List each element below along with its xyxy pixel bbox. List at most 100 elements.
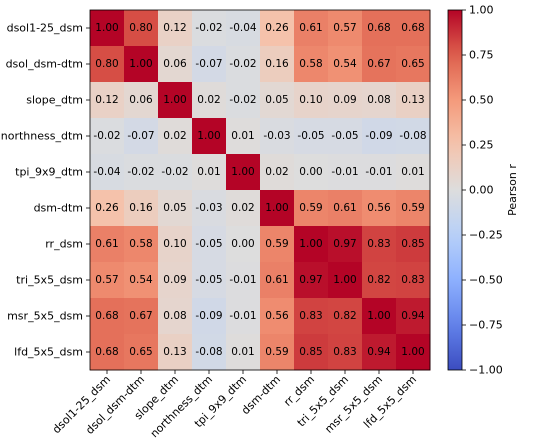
- heatmap-cell-label: 0.08: [163, 310, 186, 322]
- heatmap-cell-label: 0.13: [163, 346, 186, 358]
- heatmap-cell: [124, 226, 159, 263]
- heatmap-cell-label: 0.59: [401, 202, 424, 214]
- heatmap-cell: [396, 226, 431, 263]
- heatmap-cell-label: 0.05: [163, 202, 186, 214]
- heatmap-cell-label: 0.01: [401, 166, 424, 178]
- colorbar-label: Pearson r: [506, 164, 519, 216]
- y-axis-ticks: dsol1-25_dsm dsol_dsm-dtm slope_dtmnorthne…: [1, 22, 90, 359]
- heatmap-cell-label: 0.94: [367, 346, 391, 358]
- heatmap-cell-label: 0.61: [95, 238, 118, 250]
- heatmap-cell-label: -0.05: [331, 130, 358, 142]
- heatmap-cell: [362, 262, 397, 299]
- heatmap-cell-label: 0.83: [367, 238, 390, 250]
- heatmap-cell: [260, 46, 295, 83]
- heatmap-cell-label: 1.00: [299, 238, 322, 250]
- heatmap-cell: [396, 298, 431, 335]
- heatmap-cell: [260, 190, 295, 227]
- heatmap-cell-label: 1.00: [95, 22, 118, 34]
- heatmap-cell: [328, 190, 363, 227]
- heatmap-cell: [158, 82, 193, 119]
- heatmap-cell: [90, 82, 125, 119]
- heatmap-cell: [158, 298, 193, 335]
- y-tick-label: msr_5x5_dsm: [7, 310, 83, 323]
- heatmap-cell-label: 1.00: [163, 94, 186, 106]
- heatmap-cell-label: 0.12: [95, 94, 118, 106]
- heatmap-cell: [396, 334, 431, 371]
- heatmap-cell: [124, 298, 159, 335]
- heatmap-cell: [158, 154, 193, 191]
- heatmap-cell: [192, 226, 227, 263]
- heatmap-cell-label: 0.59: [299, 202, 322, 214]
- colorbar: 1.00 0.75 0.50 0.25 0.00 −0.25 −0.50 −0.75 −1.00…: [447, 4, 519, 377]
- heatmap-cell: [328, 118, 363, 155]
- heatmap-cell-label: 0.65: [129, 346, 152, 358]
- heatmap-cell-label: 0.06: [129, 94, 153, 106]
- heatmap-cell: [192, 154, 227, 191]
- colorbar-tick-label: 0.75: [469, 49, 494, 62]
- heatmap-cell: [192, 82, 227, 119]
- heatmap-cell-label: -0.02: [127, 166, 154, 178]
- heatmap-cell: [158, 262, 193, 299]
- heatmap-cell: [90, 154, 125, 191]
- heatmap-cell-label: -0.09: [195, 310, 222, 322]
- heatmap-cell: [260, 154, 295, 191]
- heatmap-cell: [396, 46, 431, 83]
- heatmap-cell: [124, 334, 159, 371]
- heatmap-cell-label: -0.03: [195, 202, 222, 214]
- heatmap-cell: [226, 118, 261, 155]
- heatmap-cell: [90, 226, 125, 263]
- heatmap-cell-label: 0.01: [231, 346, 254, 358]
- heatmap-cell-label: 0.97: [299, 274, 322, 286]
- heatmap-cell-label: -0.09: [365, 130, 392, 142]
- heatmap-cell: [328, 226, 363, 263]
- heatmap-cell-label: -0.04: [93, 166, 120, 178]
- heatmap-cell: [260, 298, 295, 335]
- heatmap-cell: [192, 298, 227, 335]
- heatmap-cell: [362, 154, 397, 191]
- heatmap-cell: [328, 82, 363, 119]
- heatmap-cell-label: 0.80: [95, 58, 118, 70]
- y-tick-label: lfd_5x5_dsm: [14, 346, 83, 359]
- heatmap-cell: [396, 118, 431, 155]
- heatmap-cell: [124, 262, 159, 299]
- heatmap-cell: [90, 262, 125, 299]
- heatmap-cell-label: 0.02: [265, 166, 288, 178]
- heatmap-cell: [260, 226, 295, 263]
- heatmap-cell-label: 0.61: [265, 274, 288, 286]
- heatmap-cell-label: 0.94: [401, 310, 425, 322]
- heatmap-cell-label: 0.59: [265, 346, 288, 358]
- heatmap-cell-label: -0.01: [229, 274, 256, 286]
- heatmap-cell: [226, 154, 261, 191]
- heatmap-cell: [396, 262, 431, 299]
- colorbar-tick-label: −0.25: [469, 229, 503, 242]
- heatmap-cell: [90, 190, 125, 227]
- heatmap-cell-label: 0.57: [333, 22, 356, 34]
- heatmap-cell: [362, 298, 397, 335]
- heatmap-cell-labels: 1.00 0.80 0.12 -0.02 -0.04 0.26 0.61 0.57 0.68 0.…: [93, 22, 426, 358]
- heatmap-cell: [328, 46, 363, 83]
- heatmap-cell: [158, 46, 193, 83]
- heatmap-cell: [294, 10, 329, 47]
- heatmap-cell-label: -0.02: [161, 166, 188, 178]
- heatmap-cell-label: -0.02: [229, 94, 256, 106]
- heatmap-cell: [192, 10, 227, 47]
- heatmap-cell: [328, 298, 363, 335]
- heatmap-cell: [362, 226, 397, 263]
- y-tick-label: dsm-dtm: [34, 202, 83, 215]
- heatmap-cell: [362, 10, 397, 47]
- colorbar-tick-label: 0.50: [469, 94, 494, 107]
- heatmap-cell-label: 0.02: [197, 94, 220, 106]
- heatmap-cell-label: 0.59: [265, 238, 288, 250]
- heatmap-cell: [226, 190, 261, 227]
- heatmap-cell-label: 0.12: [163, 22, 186, 34]
- heatmap-cell: [362, 118, 397, 155]
- heatmap-cell-label: -0.07: [127, 130, 154, 142]
- heatmap-cell-label: 1.00: [129, 58, 152, 70]
- x-tick-label: dsol1-25_dsm: [50, 373, 113, 436]
- heatmap-cell: [328, 334, 363, 371]
- heatmap-cell: [124, 82, 159, 119]
- heatmap-cell: [226, 334, 261, 371]
- heatmap-cell: [362, 334, 397, 371]
- heatmap-cell: [396, 190, 431, 227]
